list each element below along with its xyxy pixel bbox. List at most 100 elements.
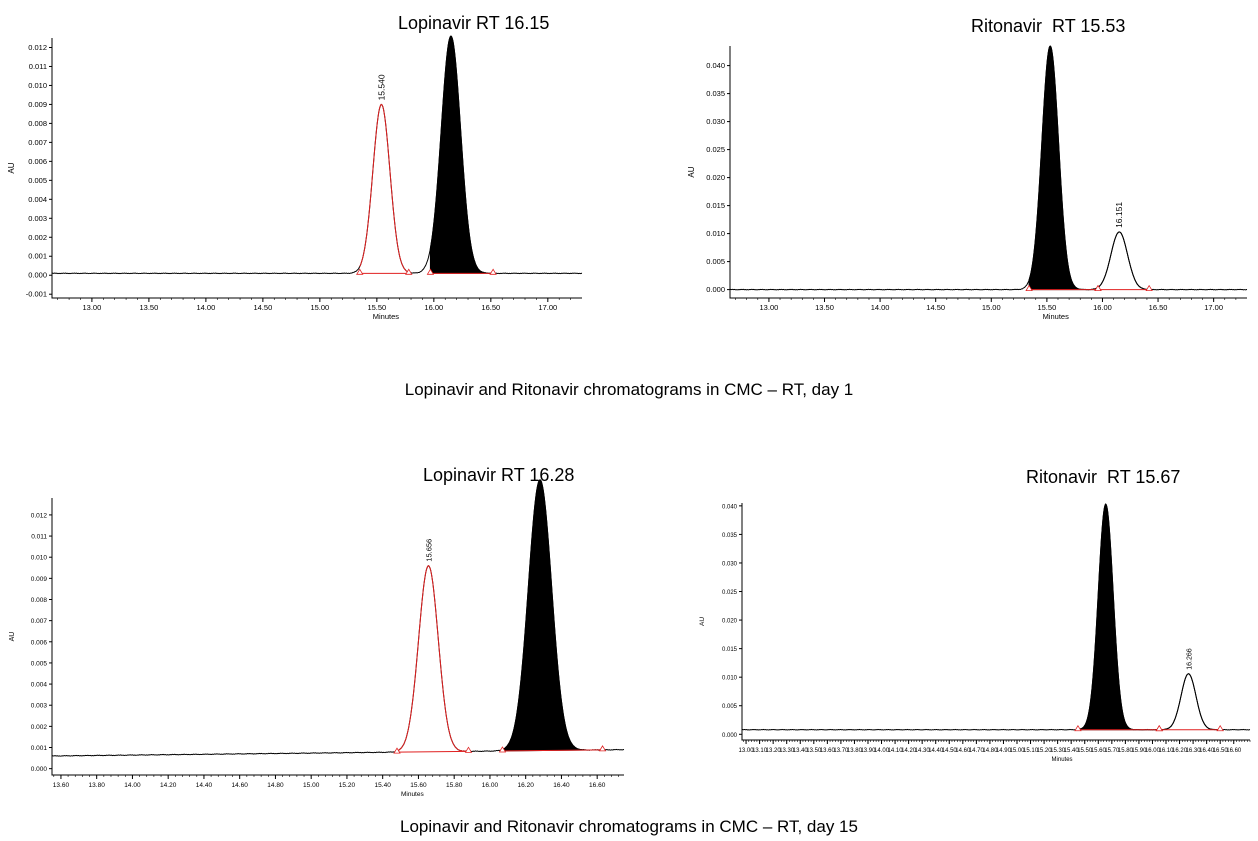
integration-marker: [356, 268, 364, 275]
x-tick-label: 13.10: [752, 748, 768, 754]
x-tick-label: 15.00: [303, 782, 320, 789]
y-tick-label: 0.002: [31, 724, 48, 731]
integration-baseline: [502, 749, 603, 752]
x-tick-label: 15.50: [367, 303, 386, 312]
y-tick-label: 0.030: [706, 117, 725, 126]
peak-rt-label: 16.266: [1186, 648, 1193, 670]
x-tick-label: 13.80: [847, 748, 863, 754]
y-tick-label: 0.000: [31, 766, 48, 773]
y-tick-label: 0.010: [28, 81, 47, 90]
x-tick-label: 14.50: [926, 303, 945, 312]
x-tick-label: 14.20: [160, 782, 177, 789]
x-tick-label: 15.70: [1104, 748, 1120, 754]
x-tick-label: 13.70: [833, 748, 849, 754]
series-trace: [51, 35, 583, 275]
x-tick-label: 14.40: [196, 782, 213, 789]
x-tick-label: 13.00: [739, 748, 755, 754]
x-tick-label: 15.20: [1037, 748, 1053, 754]
x-tick-label: 17.00: [1204, 303, 1223, 312]
x-tick-label: 14.80: [267, 782, 284, 789]
chromatogram-ritonavir-day1: 0.000 0.005 0.010 0.015 0.020 0.025 0.030 0.035…: [680, 38, 1255, 328]
y-axis-label: AU: [687, 166, 696, 177]
integration-marker: [1074, 724, 1082, 732]
peak-red-outline: [396, 565, 469, 752]
x-tick-label: 16.10: [1159, 748, 1175, 754]
chart-svg: 0.000 0.001 0.002 0.003 0.004 0.005 0.006 0.007…: [9, 479, 625, 798]
x-tick-label: 14.50: [942, 748, 958, 754]
y-tick-label: 0.007: [28, 138, 47, 147]
chart-title-ritonavir-day15: Ritonavir RT 15.67: [1026, 467, 1181, 487]
y-tick-label: 0.005: [706, 257, 725, 266]
integration-marker: [598, 745, 607, 752]
chart-svg: 0.000 0.005 0.010 0.015 0.020 0.025 0.030 0.035…: [687, 45, 1248, 321]
integration-marker: [489, 268, 497, 275]
x-tick-label: 13.90: [860, 748, 876, 754]
x-tick-label: 15.20: [339, 782, 356, 789]
x-axis-label: Minutes: [1052, 757, 1073, 763]
y-tick-label: 0.000: [28, 271, 47, 280]
x-tick-label: 14.00: [124, 782, 141, 789]
x-tick-label: 13.30: [779, 748, 795, 754]
x-tick-label: 13.60: [53, 782, 70, 789]
x-tick-label: 14.00: [871, 303, 890, 312]
y-tick-label: 0.005: [28, 176, 47, 185]
axis-lines: [741, 503, 1250, 741]
x-tick-label: 13.00: [760, 303, 779, 312]
chart-title-lopinavir-day15: Lopinavir RT 16.28: [423, 465, 575, 485]
x-tick-label: 17.00: [538, 303, 557, 312]
x-tick-label: 16.30: [1186, 748, 1202, 754]
y-tick-label: 0.010: [31, 555, 48, 562]
axis-lines: [51, 38, 582, 299]
integration-marker: [426, 268, 435, 275]
x-tick-label: 15.60: [410, 782, 427, 789]
peak-rt-label: 16.151: [1114, 202, 1124, 228]
y-tick-label: 0.004: [28, 195, 47, 204]
integration-marker: [498, 746, 507, 753]
x-tick-label: 15.30: [1050, 748, 1066, 754]
integration-marker: [405, 268, 413, 275]
x-tick-label: 16.00: [482, 782, 499, 789]
x-tick-label: 14.80: [982, 748, 998, 754]
y-tick-label: 0.010: [722, 676, 738, 682]
y-tick-label: 0.003: [31, 703, 48, 710]
y-tick-label: 0.020: [706, 173, 725, 182]
x-tick-label: 14.50: [253, 303, 272, 312]
peak-outline: [1097, 231, 1150, 291]
x-tick-label: 16.00: [1093, 303, 1112, 312]
axis-lines: [51, 498, 624, 776]
y-tick-label: 0.001: [31, 745, 48, 752]
x-tick-label: 16.20: [1172, 748, 1188, 754]
chart-svg: 0.000 0.005 0.010 0.015 0.020 0.025 0.030 0.035…: [699, 503, 1251, 763]
y-tick-label: 0.015: [722, 647, 738, 653]
integration-baseline: [396, 750, 469, 753]
y-tick-label: 0.010: [706, 229, 725, 238]
y-tick-label: 0.006: [28, 157, 47, 166]
chart-title-ritonavir-day1: Ritonavir RT 15.53: [971, 16, 1126, 36]
peak-outline: [1159, 673, 1221, 731]
x-tick-label: 13.50: [806, 748, 822, 754]
y-tick-label: 0.011: [31, 534, 47, 541]
x-tick-label: 15.50: [1077, 748, 1093, 754]
peak-filled: [1028, 45, 1099, 291]
x-tick-label: 13.80: [89, 782, 106, 789]
x-tick-label: 14.60: [955, 748, 971, 754]
x-tick-label: 16.50: [481, 303, 500, 312]
y-tick-label: 0.025: [706, 145, 725, 154]
x-tick-label: 15.40: [1064, 748, 1080, 754]
x-tick-label: 15.60: [1091, 748, 1107, 754]
y-tick-label: 0.012: [28, 43, 47, 52]
x-axis-label: Minutes: [401, 791, 425, 798]
y-tick-label: 0.007: [31, 618, 48, 625]
chromatogram-lopinavir-day1: -0.001 0.000 0.001 0.002 0.003 0.004 0.005 0.00…: [0, 30, 590, 330]
axis-lines: [729, 46, 1247, 299]
x-tick-label: 16.60: [1226, 748, 1242, 754]
x-tick-label: 15.00: [982, 303, 1001, 312]
x-tick-label: 14.00: [196, 303, 215, 312]
chromatogram-ritonavir-day15: 0.000 0.005 0.010 0.015 0.020 0.025 0.030 0.035…: [690, 495, 1256, 770]
y-tick-label: 0.005: [31, 660, 48, 667]
x-tick-label: 13.20: [766, 748, 782, 754]
x-tick-label: 13.50: [139, 303, 158, 312]
peak-rt-label: 15.656: [424, 539, 433, 562]
integration-marker: [464, 746, 473, 753]
y-tick-label: 0.030: [722, 561, 738, 567]
